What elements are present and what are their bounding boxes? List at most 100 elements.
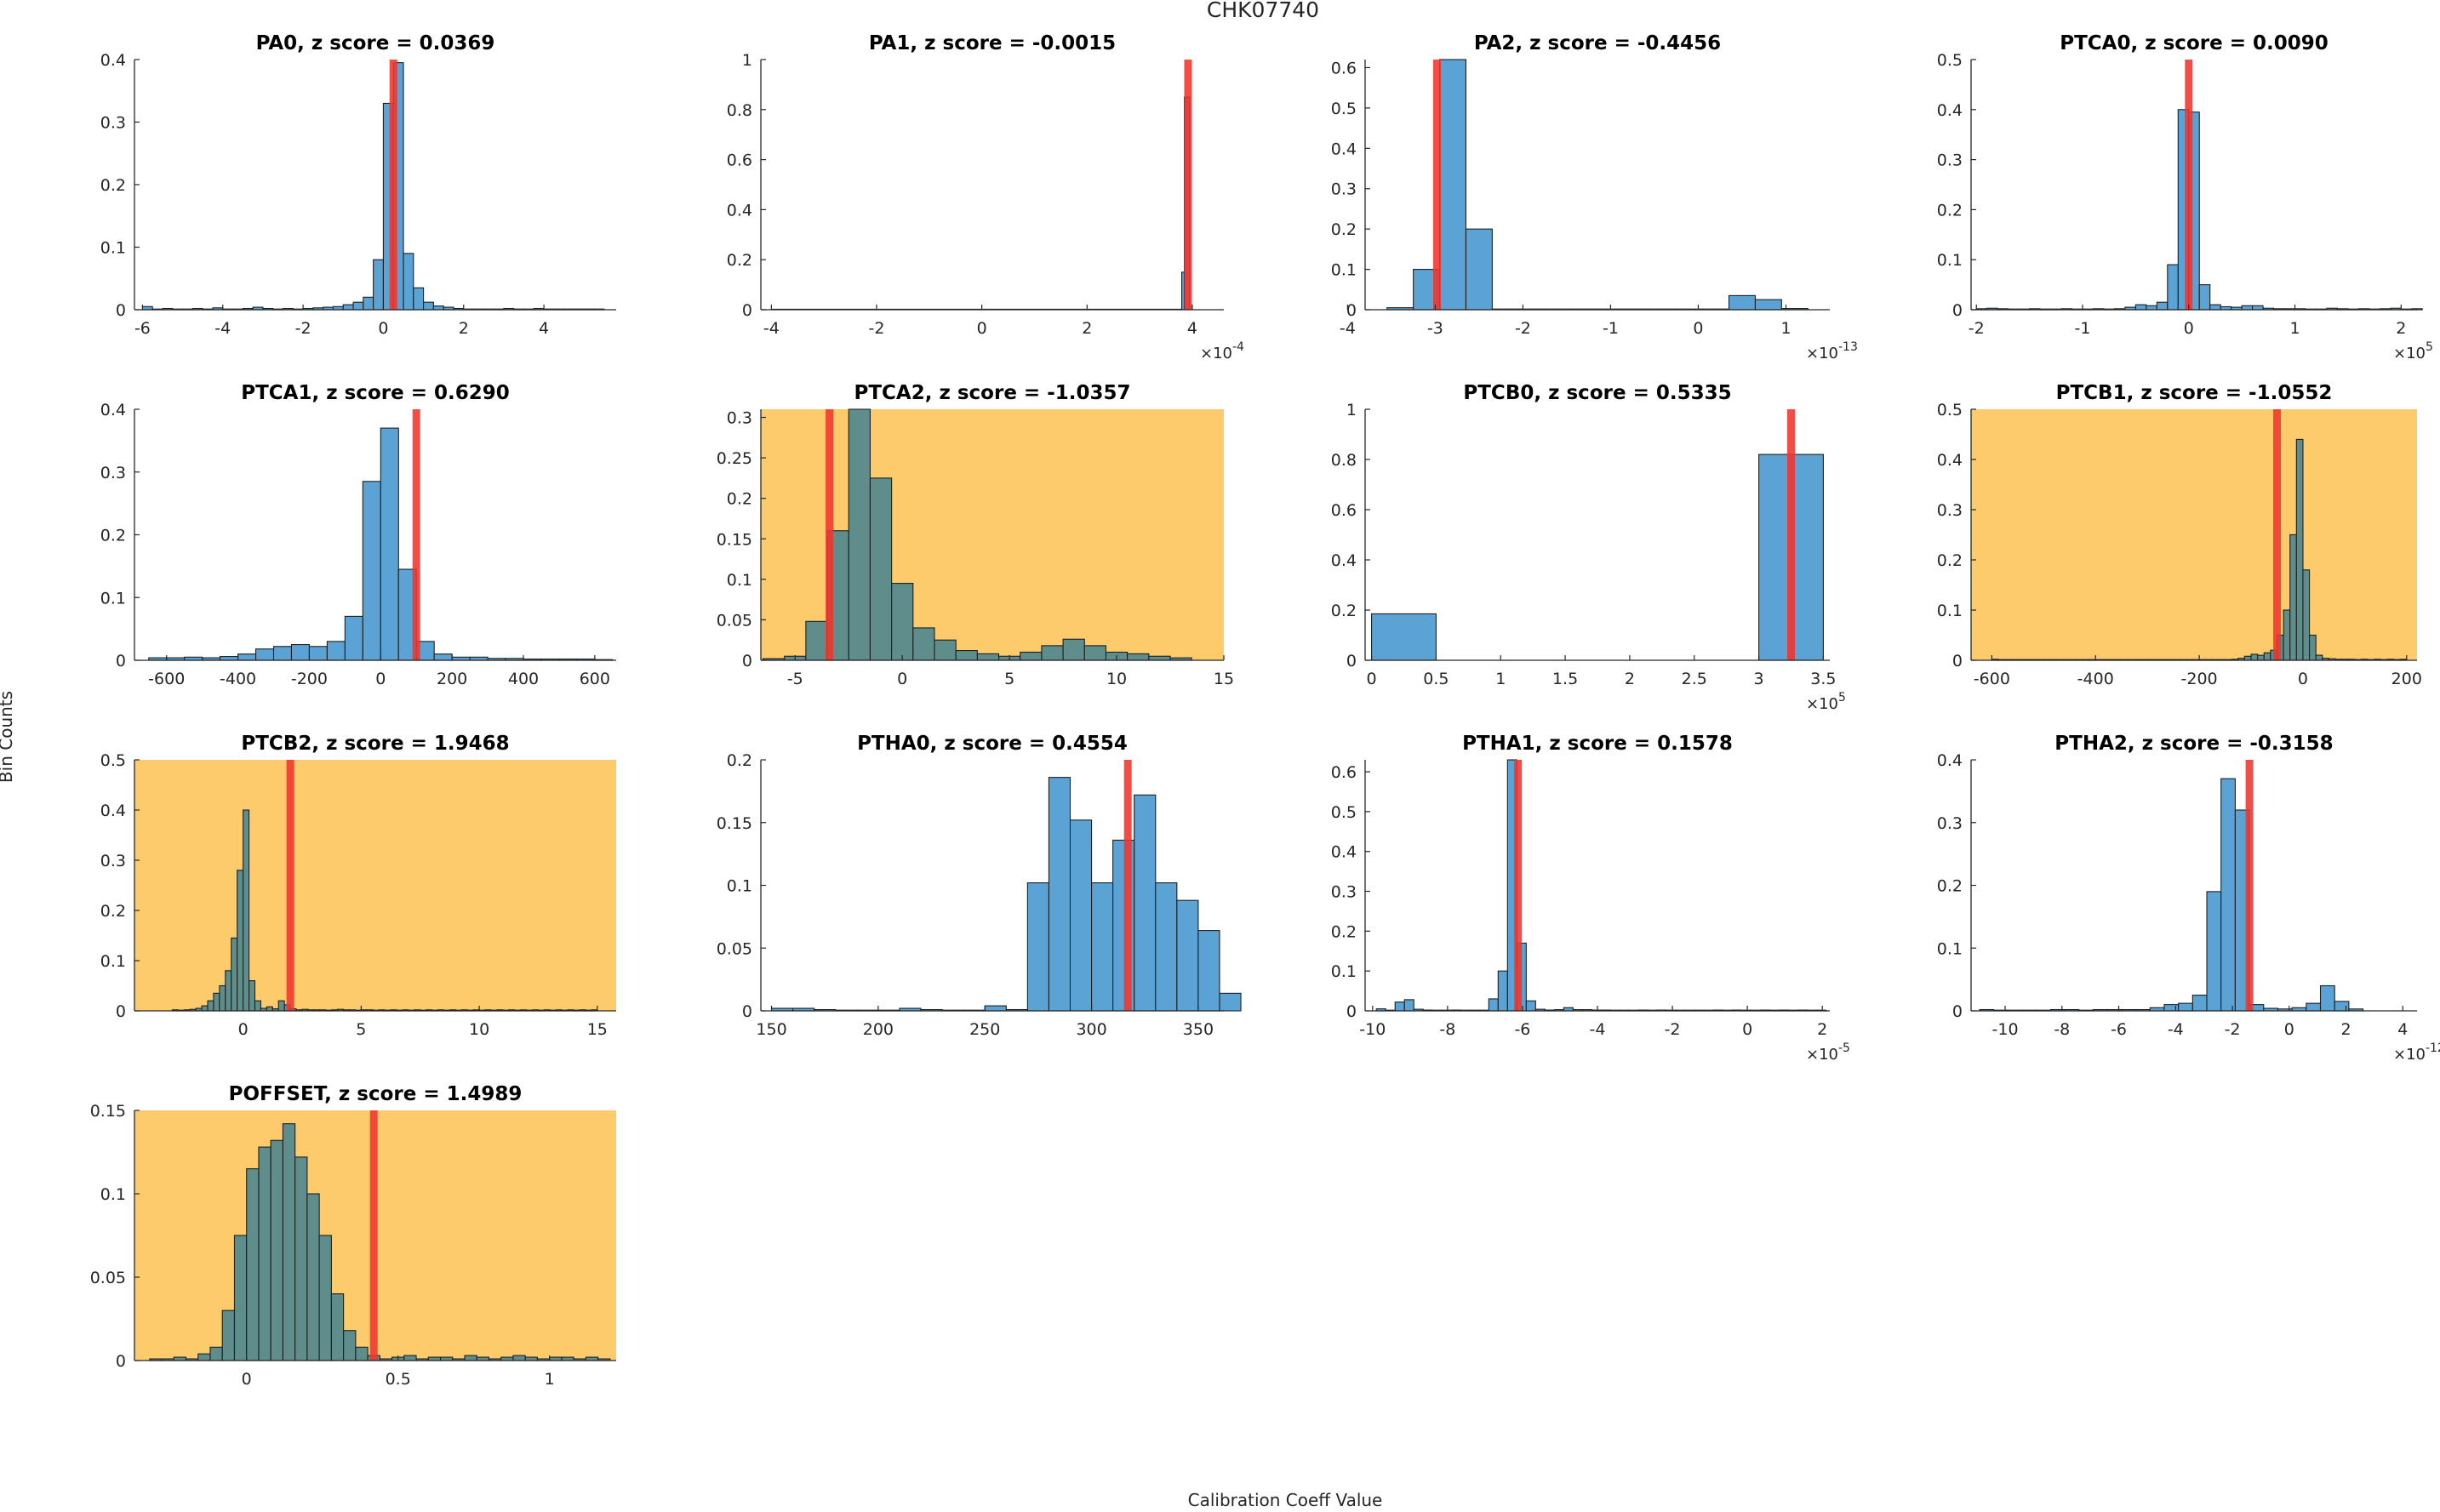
histogram-bar <box>362 481 381 661</box>
y-tick-label: 0.1 <box>100 239 126 258</box>
x-tick-label: 10 <box>1106 670 1127 688</box>
histogram-bar <box>984 1005 1007 1012</box>
histogram-bar <box>1020 651 1043 661</box>
x-tick-label: 0 <box>242 1370 252 1389</box>
histogram-bar <box>2146 305 2157 311</box>
histogram-bar <box>2191 995 2208 1012</box>
subplot-13: 0 0.05 0.1 0.15 0 0.5 1 POFFSET, z score = 1.49… <box>90 1083 616 1389</box>
x-tick-label: -4 <box>1340 319 1356 338</box>
x-tick-label: -1 <box>1603 319 1619 338</box>
y-tick-label: 0.5 <box>100 751 126 770</box>
histogram-bar <box>2250 653 2259 661</box>
y-tick-label: 0 <box>116 652 126 670</box>
y-tick-label: 0.3 <box>1937 501 1963 520</box>
histogram-bar <box>233 1235 248 1361</box>
subplot-title: PTHA0, z score = 0.4554 <box>857 733 1128 755</box>
histogram-bar <box>403 253 414 311</box>
histogram-bar <box>2198 284 2211 311</box>
histogram-bar <box>272 646 293 661</box>
histogram-bar <box>2295 438 2304 661</box>
x-tick-label: -2 <box>2225 1020 2241 1039</box>
histogram-bar <box>1026 882 1049 1012</box>
histogram-bar <box>2206 891 2222 1012</box>
histogram-bar <box>2220 778 2236 1012</box>
histogram-bar <box>2178 1002 2193 1012</box>
x-tick-label: 2 <box>1082 319 1092 338</box>
y-tick-label: 0.4 <box>1937 451 1963 470</box>
y-tick-label: 0.5 <box>1937 401 1963 419</box>
highlight-background <box>1971 409 2417 660</box>
histogram-bar <box>254 1000 261 1012</box>
subplot-8: 0 0.1 0.2 0.3 0.4 0.5 -600 -400 -200 0 200 PTCB1, z… <box>1937 382 2422 688</box>
x-exponent-label: ×105 <box>2393 340 2433 362</box>
y-tick-label: 0.05 <box>717 939 752 958</box>
x-tick-label: 200 <box>2391 670 2422 688</box>
y-tick-label: 0.4 <box>1937 101 1963 120</box>
histogram-bar <box>1091 882 1114 1012</box>
x-tick-label: -600 <box>1974 670 2010 688</box>
x-tick-label: -10 <box>1992 1020 2019 1039</box>
y-tick-label: 0.1 <box>1937 251 1963 270</box>
y-tick-label: 0.3 <box>100 114 126 133</box>
histogram-bar <box>2243 655 2252 661</box>
histogram-bar <box>355 1346 369 1361</box>
y-tick-label: 0 <box>742 652 752 670</box>
histogram-bar <box>805 620 828 661</box>
x-tick-label: 2 <box>1625 670 1635 688</box>
subplot-4: 0 0.1 0.2 0.3 0.4 0.5 -2 -1 0 1 2 ×105 PTCA0, z scor… <box>1937 32 2433 362</box>
y-tick-label: 0.2 <box>100 527 126 545</box>
histogram-bar <box>220 656 239 661</box>
histogram-bar <box>266 1006 273 1012</box>
histogram-bar <box>2334 1001 2350 1012</box>
histogram-bar <box>2283 609 2291 661</box>
y-tick-label: 0.15 <box>90 1102 126 1121</box>
subplot-title: PTCB0, z score = 0.5335 <box>1463 382 1731 404</box>
x-tick-label: 1 <box>2289 319 2300 338</box>
histogram-bar <box>2306 1002 2322 1012</box>
y-tick-label: 0.3 <box>1937 814 1963 833</box>
histogram-bar <box>221 1309 236 1361</box>
x-tick-label: -200 <box>2181 670 2218 688</box>
histogram-bar <box>225 970 232 1012</box>
y-tick-label: 0.5 <box>1331 803 1357 822</box>
x-tick-label: -2 <box>1515 319 1531 338</box>
figure-ylabel: Bin Counts <box>0 691 16 783</box>
subplot-6: 0 0.05 0.1 0.15 0.2 0.25 0.3 -5 0 5 10 15 PTCA2, z s… <box>717 382 1234 688</box>
x-tick-label: 2 <box>459 319 469 338</box>
y-tick-label: 0.1 <box>1331 261 1357 280</box>
x-tick-label: -8 <box>1439 1020 1455 1039</box>
histogram-bar <box>1439 59 1467 311</box>
histogram-bar <box>2263 652 2271 661</box>
x-tick-label: 15 <box>1214 670 1234 688</box>
x-tick-label: 5 <box>356 1020 366 1039</box>
x-tick-label: 350 <box>1183 1020 1214 1039</box>
y-tick-label: 0.6 <box>727 151 752 170</box>
subplot-title: PA1, z score = -0.0015 <box>869 32 1116 54</box>
histogram-bar <box>1176 899 1199 1012</box>
y-tick-label: 0.1 <box>100 1185 126 1204</box>
subplot-5: 0 0.1 0.2 0.3 0.4 -600 -400 -200 0 200 400 600 PTCA1… <box>100 382 616 688</box>
histogram-bar <box>344 615 363 661</box>
y-tick-label: 0.05 <box>90 1269 126 1287</box>
y-tick-label: 0.2 <box>1937 551 1963 570</box>
x-tick-label: 400 <box>508 670 539 688</box>
histogram-bar <box>294 1156 308 1361</box>
subplot-title: POFFSET, z score = 1.4989 <box>229 1083 523 1105</box>
subplot-title: PTCA2, z score = -1.0357 <box>854 382 1130 404</box>
y-tick-label: 0.4 <box>1331 843 1357 862</box>
y-tick-label: 0.5 <box>1331 100 1357 118</box>
histogram-bar <box>207 1000 214 1012</box>
histogram-bar <box>249 980 256 1012</box>
histogram-bar <box>231 937 238 1012</box>
y-tick-label: 0.1 <box>100 952 126 971</box>
x-exponent-label: ×105 <box>1806 691 1846 713</box>
histogram-bar <box>1403 999 1414 1012</box>
histogram-bar <box>413 287 425 311</box>
x-tick-label: -400 <box>220 670 256 688</box>
histogram-bar <box>976 653 1000 661</box>
histogram-bar <box>1127 653 1150 661</box>
y-tick-label: 0.6 <box>1331 59 1357 77</box>
subplot-grid: 0 0.1 0.2 0.3 0.4 -6 -4 -2 0 2 4 PA0, z score = 0.0… <box>90 32 2440 1389</box>
histogram-bar <box>237 653 257 661</box>
